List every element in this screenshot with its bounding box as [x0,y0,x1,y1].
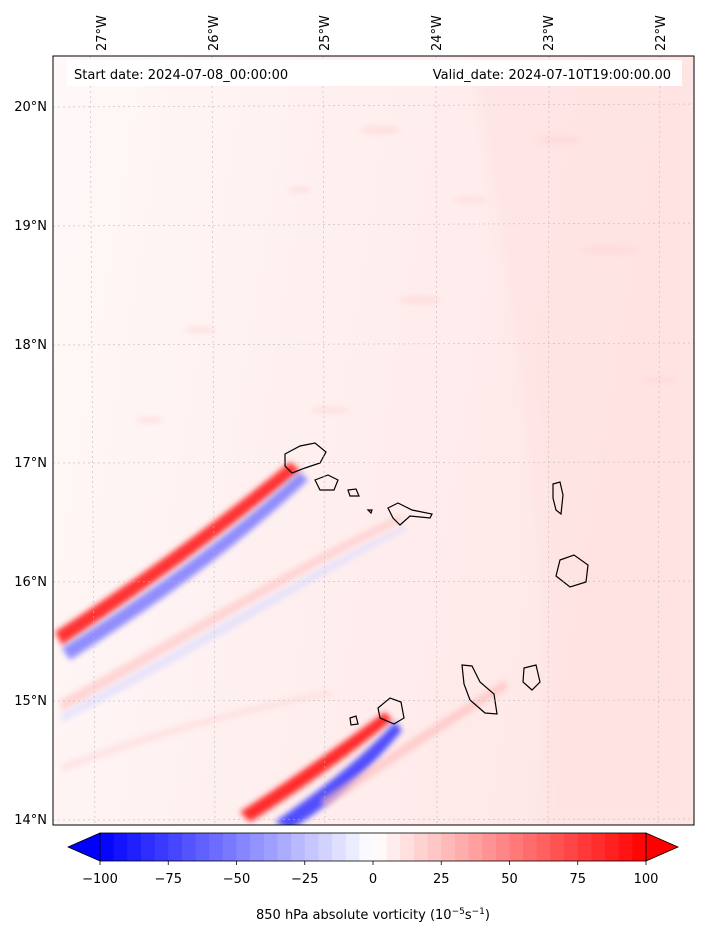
colorbar-step [400,833,415,861]
lon-label: 23°W [542,15,557,51]
colorbar-step [632,833,647,861]
island-maio [522,664,541,691]
colorbar-step [413,833,429,861]
colorbar-step [250,833,265,861]
lat-label: 19°N [14,219,47,234]
island-santiago [461,664,498,715]
colorbar-step [536,833,551,861]
colorbar-tick-label: −50 [223,872,250,887]
colorbar-step [386,833,401,861]
lat-label: 14°N [14,813,47,828]
valid-date-text: Valid_date: 2024-07-10T19:00:00.00 [433,68,671,83]
colorbar-step [577,833,592,861]
colorbar-step [591,833,606,861]
latitude-labels: 20°N 19°N 18°N 17°N 16°N 15°N 14°N [14,100,47,828]
lat-label: 20°N [14,100,47,115]
colorbar-step [564,833,579,861]
colorbar-step [523,833,538,861]
lat-label: 15°N [14,694,47,709]
lon-label: 27°W [95,15,110,51]
colorbar-ticks: −100 −75 −50 −25 0 25 50 75 100 [82,861,658,887]
lon-label: 25°W [318,15,333,51]
colorbar-step [495,833,510,861]
island-santo-antao [284,442,327,474]
lon-label: 22°W [654,15,669,51]
start-date-text: Start date: 2024-07-08_00:00:00 [74,68,288,83]
northern-vorticity-streak [55,462,406,722]
colorbar-title: 850 hPa absolute vorticity (10−5s−1) [256,907,490,923]
colorbar-extend-low [67,832,101,862]
colorbar-step [618,833,633,861]
coastlines [284,442,589,726]
lat-label: 18°N [14,338,47,353]
island-santa-luzia [347,488,360,497]
colorbar-step [605,833,620,861]
colorbar-step [222,833,237,861]
colorbar-step [195,833,210,861]
island-sao-nicolau [387,502,433,526]
vorticity-field [53,56,694,825]
colorbar-step [373,833,388,861]
colorbar-step [277,833,292,861]
colorbar-tick-label: 0 [369,872,377,887]
island-boa-vista [555,554,589,588]
colorbar-step [427,833,442,861]
colorbar-tick-label: −100 [82,872,118,887]
colorbar-step [304,833,319,861]
southern-vorticity-streak [60,680,508,825]
colorbar-step [550,833,565,861]
island-fogo [377,697,405,725]
gridlines [53,56,694,825]
colorbar-step [509,833,524,861]
colorbar-step [113,833,128,861]
colorbar-step [154,833,169,861]
colorbar-steps [100,833,647,861]
colorbar-tick-label: −75 [155,872,182,887]
colorbar-tick-label: 25 [433,872,450,887]
colorbar: −100 −75 −50 −25 0 25 50 75 100 850 hPa absolute… [67,832,679,923]
colorbar-tick-label: 50 [501,872,518,887]
colorbar-step [359,833,374,861]
colorbar-tick-label: −25 [291,872,318,887]
colorbar-step [454,833,470,861]
lon-label: 26°W [207,15,222,51]
colorbar-step [318,833,333,861]
colorbar-step [263,833,278,861]
colorbar-extend-high [645,832,679,862]
colorbar-step [100,833,115,861]
lon-label: 24°W [430,15,445,51]
header-background [67,60,682,86]
colorbar-step [345,833,360,861]
island-brava [349,715,359,726]
island-sao-vicente [314,474,339,491]
colorbar-tick-label: 75 [569,872,586,887]
colorbar-step [291,833,306,861]
colorbar-step [181,833,197,861]
colorbar-step [209,833,224,861]
colorbar-step [140,833,156,861]
island-sal [552,481,564,516]
longitude-labels: 27°W 26°W 25°W 24°W 23°W 22°W [95,15,669,51]
colorbar-step [168,833,183,861]
colorbar-step [441,833,456,861]
island-raso [366,509,373,515]
map-frame [52,55,695,826]
colorbar-tick-label: 100 [634,872,659,887]
colorbar-step [236,833,251,861]
lat-label: 16°N [14,575,47,590]
colorbar-step [127,833,142,861]
lat-label: 17°N [14,456,47,471]
colorbar-step [482,833,497,861]
colorbar-step [332,833,347,861]
colorbar-step [468,833,483,861]
